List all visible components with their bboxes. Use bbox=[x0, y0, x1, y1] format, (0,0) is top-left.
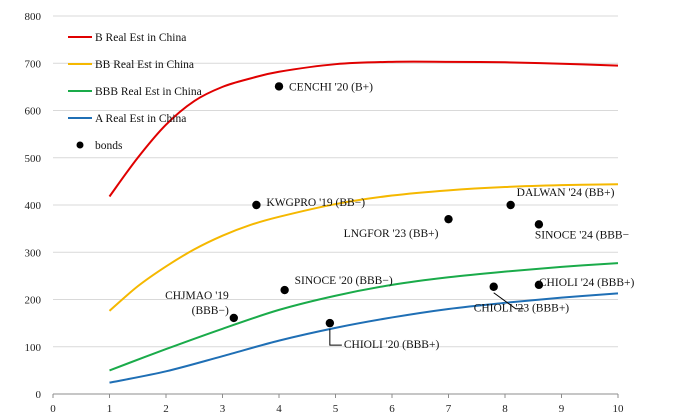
y-tick-label-800: 800 bbox=[25, 11, 42, 23]
legend-label-bb-real-est-in-china: BB Real Est in China bbox=[95, 59, 194, 71]
legend-swatch-bonds bbox=[76, 141, 84, 149]
series-line-bbb-real-est-in-china bbox=[109, 262, 619, 372]
x-tick-label-0: 0 bbox=[50, 403, 56, 415]
leader-line-chioli-23-bbb bbox=[493, 292, 524, 310]
y-tick-label-400: 400 bbox=[25, 200, 42, 212]
bond-label-chioli-20-bbb: CHIOLI '20 (BBB+) bbox=[344, 339, 440, 351]
bond-label-cenchi-20-b: CENCHI '20 (B+) bbox=[289, 81, 373, 93]
bond-label-line: (BBB−) bbox=[192, 305, 229, 317]
bond-label-line: CHJMAO '19 bbox=[165, 290, 229, 302]
bond-point-kwgpro-19-bb bbox=[252, 200, 261, 210]
bond-label-chioli-24-bbb: CHIOLI '24 (BBB+) bbox=[539, 277, 635, 289]
bond-labels: CENCHI '20 (B+) KWGPRO '19 (BB−) LNGFOR '2… bbox=[165, 81, 634, 351]
bond-label-chjmao-19-bbb: CHJMAO '19 (BBB−) bbox=[165, 290, 229, 317]
x-tick-label-4: 4 bbox=[276, 403, 282, 415]
legend-label-bbb-real-est-in-china: BBB Real Est in China bbox=[95, 86, 202, 98]
bond-point-chioli-24-bbb bbox=[534, 280, 544, 290]
y-tick-label-700: 700 bbox=[25, 58, 42, 70]
bond-point-sinoce-24-bbb bbox=[534, 220, 544, 229]
x-tick-label-5: 5 bbox=[333, 403, 339, 415]
x-tick-label-3: 3 bbox=[220, 403, 226, 415]
y-tick-label-600: 600 bbox=[25, 106, 42, 118]
x-tick-label-2: 2 bbox=[163, 403, 169, 415]
series-line-bb-real-est-in-china bbox=[108, 183, 619, 312]
y-tick-label-0: 0 bbox=[36, 389, 42, 401]
y-tick-label-200: 200 bbox=[25, 295, 42, 307]
bond-points bbox=[229, 82, 544, 328]
y-tick-label-100: 100 bbox=[25, 342, 42, 354]
bond-point-chioli-20-bbb bbox=[325, 318, 335, 328]
x-tick-label-10: 10 bbox=[613, 403, 625, 415]
bond-label-kwgpro-19-bb: KWGPRO '19 (BB−) bbox=[266, 197, 365, 209]
bond-point-chjmao-19-bbb bbox=[229, 313, 238, 323]
x-tick-label-6: 6 bbox=[389, 403, 395, 415]
bond-label-dalwan-24-bb: DALWAN '24 (BB+) bbox=[517, 187, 615, 199]
series-line-a-real-est-in-china bbox=[109, 292, 619, 384]
x-tick-label-7: 7 bbox=[446, 403, 452, 415]
legend-label-a-real-est-in-china: A Real Est in China bbox=[95, 113, 186, 125]
y-tick-label-500: 500 bbox=[25, 153, 42, 165]
bond-point-cenchi-20-b bbox=[274, 82, 284, 91]
x-tick-label-8: 8 bbox=[502, 403, 508, 415]
grid-lines bbox=[53, 15, 618, 348]
bond-point-chioli-23-bbb bbox=[489, 282, 498, 291]
leader-line-chioli-20-bbb bbox=[329, 329, 342, 346]
bond-label-sinoce-20-bbb: SINOCE '20 (BBB−) bbox=[295, 275, 393, 287]
series-line-b-real-est-in-china bbox=[108, 60, 619, 198]
bond-point-lngfor-23-bb bbox=[444, 214, 453, 224]
x-tick-label-9: 9 bbox=[559, 403, 565, 415]
series-lines bbox=[108, 60, 619, 384]
y-tick-label-300: 300 bbox=[25, 247, 42, 259]
bond-point-sinoce-20-bbb bbox=[280, 285, 289, 295]
legend-label-b-real-est-in-china: B Real Est in China bbox=[95, 32, 186, 44]
x-tick-label-1: 1 bbox=[107, 403, 113, 415]
legend-label-bonds: bonds bbox=[95, 140, 123, 152]
bond-label-chioli-23-bbb: CHIOLI '23 (BBB+) bbox=[474, 303, 570, 315]
axes: 0 100 200 300 400 500 600 700 800 0 1 2 3 4 5 6 7 8 9 10 bbox=[25, 11, 625, 415]
legend: B Real Est in China BB Real Est in China B… bbox=[68, 32, 202, 152]
bond-point-dalwan-24-bb bbox=[506, 200, 515, 210]
bond-label-sinoce-24-bbb: SINOCE '24 (BBB− bbox=[535, 229, 629, 241]
bond-label-lngfor-23-bb: LNGFOR '23 (BB+) bbox=[344, 228, 439, 240]
